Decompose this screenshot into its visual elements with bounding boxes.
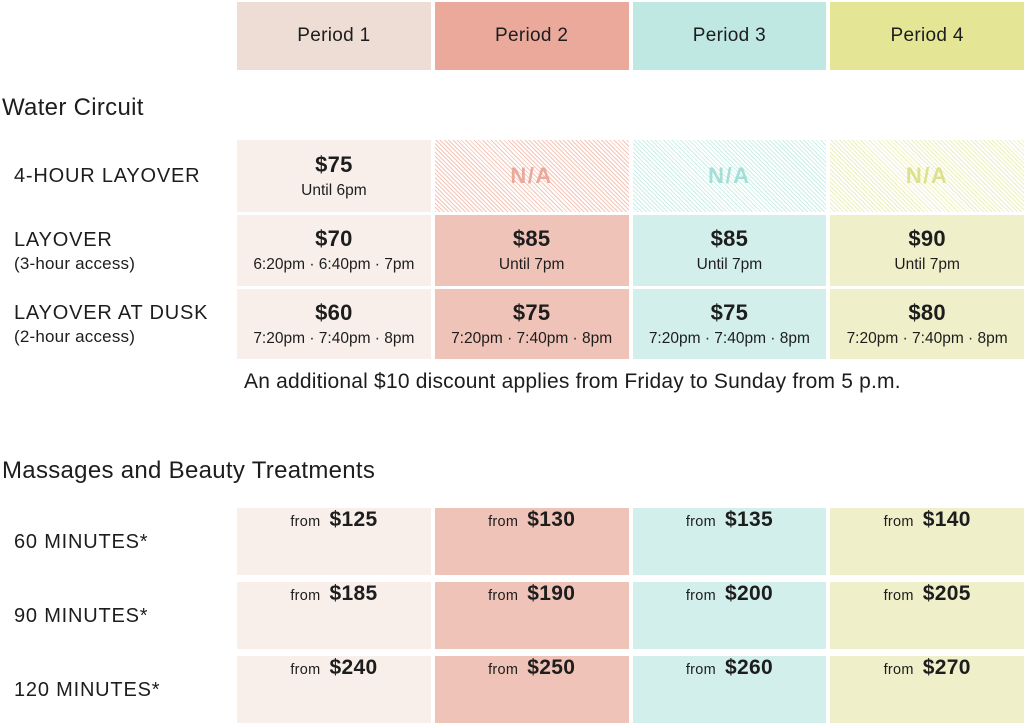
price-value: $85 xyxy=(710,226,749,251)
massage-price-cell: from $125 xyxy=(237,508,431,575)
from-label: from xyxy=(883,662,914,678)
from-label: from xyxy=(290,662,321,678)
price-schedule: Until 6pm xyxy=(301,181,367,199)
price-value: $250 xyxy=(527,656,576,679)
massage-price-cell: from $260 xyxy=(632,656,827,723)
from-label: from xyxy=(685,662,717,678)
price-cell: $85 Until 7pm xyxy=(434,215,629,286)
period-4-header: Period 4 xyxy=(830,2,1024,70)
price-value: $85 xyxy=(512,226,551,251)
massage-price-cell: from $250 xyxy=(434,656,629,723)
massage-price-cell: from $135 xyxy=(632,508,827,575)
from-label: from xyxy=(488,588,519,604)
price-cell: $75 Until 6pm xyxy=(237,140,431,212)
row-label-text: LAYOVER AT DUSK xyxy=(14,302,209,324)
na-cell: N/A xyxy=(632,140,827,212)
row-label-90-minutes: 90 MINUTES* xyxy=(0,582,233,649)
price-value: $135 xyxy=(725,508,773,531)
massage-price-cell: from $240 xyxy=(237,656,431,723)
massage-price-cell: from $190 xyxy=(434,582,629,649)
period-3-header: Period 3 xyxy=(632,2,827,70)
price-schedule: 7:20pm · 7:40pm · 8pm xyxy=(846,329,1008,347)
from-label: from xyxy=(883,514,914,530)
price-schedule: 6:20pm · 6:40pm · 7pm xyxy=(253,256,415,273)
header-spacer xyxy=(0,2,233,70)
na-value: N/A xyxy=(708,163,751,188)
na-value: N/A xyxy=(905,163,949,188)
from-label: from xyxy=(488,662,519,678)
price-value: $75 xyxy=(710,299,749,325)
massage-price-cell: from $270 xyxy=(830,656,1024,723)
price-value: $200 xyxy=(725,582,773,605)
water-circuit-title: Water Circuit xyxy=(2,94,144,121)
row-label-text: LAYOVER xyxy=(14,228,113,251)
from-label: from xyxy=(290,514,321,530)
row-sublabel-text: (3-hour access) xyxy=(14,253,136,273)
row-label-60-minutes: 60 MINUTES* xyxy=(0,508,233,575)
price-schedule: 7:20pm · 7:40pm · 8pm xyxy=(253,329,415,347)
na-cell: N/A xyxy=(830,140,1024,212)
price-cell: $75 7:20pm · 7:40pm · 8pm xyxy=(434,289,629,359)
massage-price-cell: from $185 xyxy=(237,582,431,649)
price-value: $90 xyxy=(908,226,946,251)
price-schedule: Until 7pm xyxy=(498,256,565,273)
price-value: $240 xyxy=(329,656,378,679)
water-circuit-table: 4-HOUR LAYOVER $75 Until 6pm N/A N/A N/A… xyxy=(0,140,1024,359)
price-schedule: 7:20pm · 7:40pm · 8pm xyxy=(451,329,613,347)
price-value: $190 xyxy=(527,582,576,605)
from-label: from xyxy=(883,588,914,604)
from-label: from xyxy=(685,588,717,604)
massage-price-cell: from $130 xyxy=(434,508,629,575)
from-label: from xyxy=(685,514,717,530)
price-value: $70 xyxy=(315,226,353,251)
price-cell: $80 7:20pm · 7:40pm · 8pm xyxy=(830,289,1024,359)
price-value: $140 xyxy=(922,508,971,531)
price-value: $60 xyxy=(315,299,353,325)
price-cell: $70 6:20pm · 6:40pm · 7pm xyxy=(237,215,431,286)
price-value: $130 xyxy=(527,508,576,531)
price-value: $185 xyxy=(329,582,378,605)
price-value: $75 xyxy=(512,299,551,325)
massages-table: 60 MINUTES* from $125 from $130 from $13… xyxy=(0,508,1024,723)
from-label: from xyxy=(488,514,519,530)
row-label-120-minutes: 120 MINUTES* xyxy=(0,656,233,723)
massage-price-cell: from $140 xyxy=(830,508,1024,575)
row-label-text: 4-HOUR LAYOVER xyxy=(14,165,201,187)
row-label-layover-at-dusk: LAYOVER AT DUSK (2-hour access) xyxy=(0,289,233,359)
price-value: $260 xyxy=(725,656,773,679)
na-value: N/A xyxy=(510,163,553,188)
row-sublabel-text: (2-hour access) xyxy=(14,327,136,346)
row-label-layover: LAYOVER (3-hour access) xyxy=(0,215,233,286)
price-value: $75 xyxy=(315,151,353,177)
period-1-header: Period 1 xyxy=(237,2,431,70)
price-cell: $90 Until 7pm xyxy=(830,215,1024,286)
period-2-header: Period 2 xyxy=(434,2,629,70)
row-label-text: 60 MINUTES* xyxy=(14,530,149,553)
massage-price-cell: from $200 xyxy=(632,582,827,649)
massage-price-cell: from $205 xyxy=(830,582,1024,649)
na-cell: N/A xyxy=(434,140,629,212)
price-value: $125 xyxy=(329,508,378,531)
price-value: $270 xyxy=(922,656,971,679)
row-label-text: 120 MINUTES* xyxy=(14,678,161,701)
price-cell: $75 7:20pm · 7:40pm · 8pm xyxy=(632,289,827,359)
from-label: from xyxy=(290,588,321,604)
price-value: $80 xyxy=(908,299,946,325)
massages-title: Massages and Beauty Treatments xyxy=(2,457,376,484)
discount-note: An additional $10 discount applies from … xyxy=(244,370,901,393)
price-schedule: Until 7pm xyxy=(894,256,960,273)
price-cell: $85 Until 7pm xyxy=(632,215,827,286)
period-header-row: Period 1 Period 2 Period 3 Period 4 xyxy=(0,2,1024,70)
price-cell: $60 7:20pm · 7:40pm · 8pm xyxy=(237,289,431,359)
price-schedule: 7:20pm · 7:40pm · 8pm xyxy=(648,329,810,347)
row-label-text: 90 MINUTES* xyxy=(14,604,149,627)
price-schedule: Until 7pm xyxy=(696,256,763,273)
row-label-4-hour-layover: 4-HOUR LAYOVER xyxy=(0,140,233,212)
price-value: $205 xyxy=(922,582,971,605)
